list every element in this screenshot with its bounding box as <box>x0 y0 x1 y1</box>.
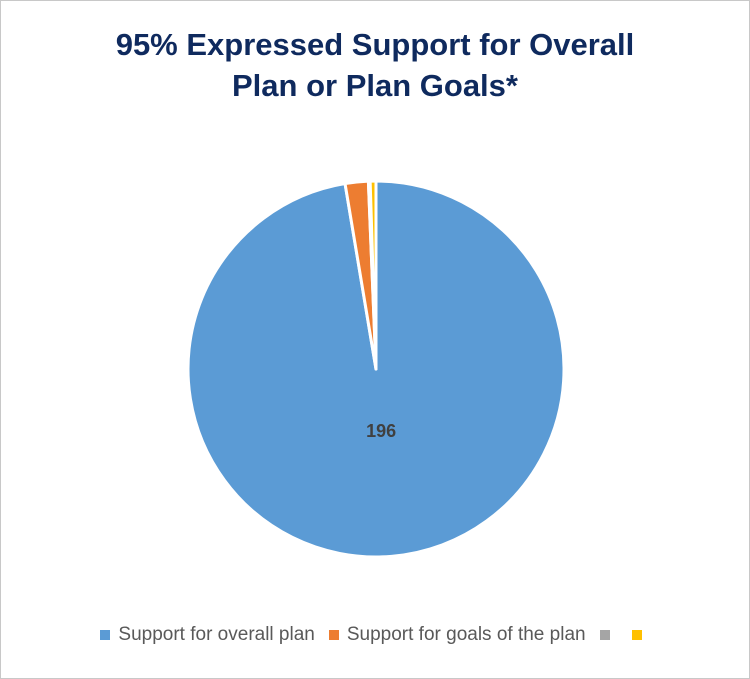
legend-item-goals-of-plan: Support for goals of the plan <box>328 624 586 646</box>
legend-label-overall-plan: Support for overall plan <box>118 624 315 645</box>
legend-swatch-gray <box>599 630 610 640</box>
chart-title-line-1: 95% Expressed Support for Overall <box>115 27 635 62</box>
legend: Support for overall plan Support for goa… <box>0 624 750 646</box>
legend-item-yellow <box>631 630 650 640</box>
legend-item-overall-plan: Support for overall plan <box>100 624 315 646</box>
legend-swatch-goals-of-plan <box>328 630 339 640</box>
legend-swatch-overall-plan <box>100 630 111 640</box>
data-label-overall-plan: 196 <box>366 421 396 441</box>
chart-title: 95% Expressed Support for Overall Plan o… <box>0 24 750 106</box>
legend-item-gray <box>599 630 618 640</box>
legend-label-goals-of-plan: Support for goals of the plan <box>346 624 586 645</box>
pie-slice-yellow <box>368 179 378 371</box>
chart-title-line-2: Plan or Plan Goals* <box>232 68 518 103</box>
legend-swatch-yellow <box>631 630 642 640</box>
